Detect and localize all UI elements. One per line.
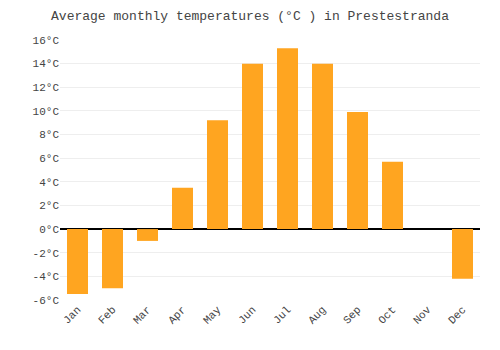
svg-text:Jul: Jul — [271, 304, 293, 326]
svg-text:-6°C: -6°C — [33, 295, 60, 307]
svg-text:Dec: Dec — [446, 304, 468, 326]
svg-text:Jan: Jan — [61, 304, 83, 326]
svg-text:6°C: 6°C — [39, 153, 59, 165]
svg-text:Average monthly temperatures (: Average monthly temperatures (°C ) in Pr… — [51, 9, 449, 24]
svg-text:Feb: Feb — [96, 304, 118, 326]
svg-text:-4°C: -4°C — [33, 271, 60, 283]
svg-text:2°C: 2°C — [39, 200, 59, 212]
svg-text:16°C: 16°C — [33, 35, 60, 47]
svg-text:Oct: Oct — [376, 304, 398, 326]
svg-text:-2°C: -2°C — [33, 248, 60, 260]
svg-text:4°C: 4°C — [39, 177, 59, 189]
svg-text:Nov: Nov — [411, 304, 434, 327]
svg-text:8°C: 8°C — [39, 129, 59, 141]
svg-text:Apr: Apr — [166, 304, 188, 326]
svg-text:12°C: 12°C — [33, 82, 60, 94]
svg-text:Mar: Mar — [131, 304, 153, 326]
svg-text:May: May — [201, 304, 224, 327]
svg-text:0°C: 0°C — [39, 224, 59, 236]
svg-text:Aug: Aug — [306, 304, 328, 326]
svg-text:14°C: 14°C — [33, 58, 60, 70]
svg-text:Jun: Jun — [236, 304, 258, 326]
svg-text:10°C: 10°C — [33, 106, 60, 118]
svg-text:Sep: Sep — [341, 304, 363, 326]
